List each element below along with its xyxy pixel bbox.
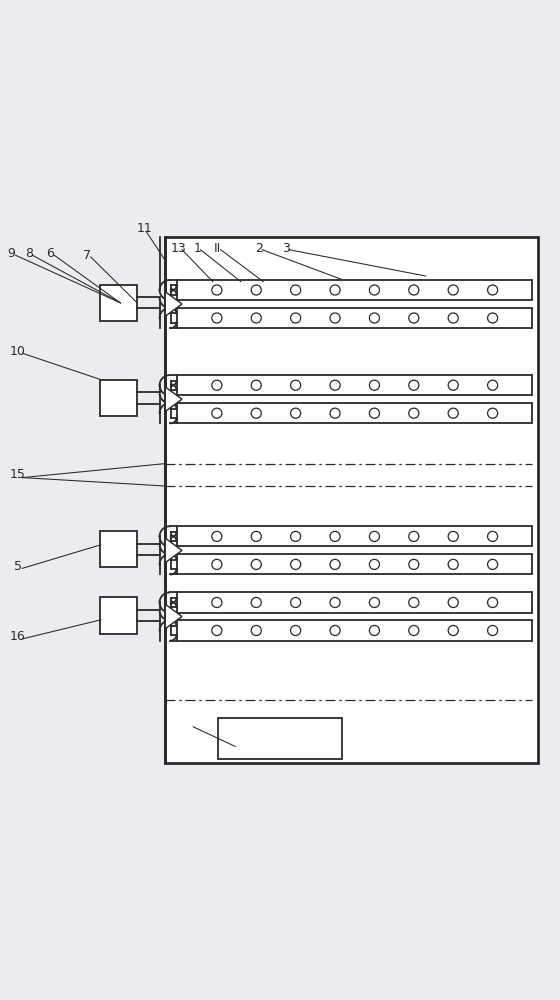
- Polygon shape: [165, 538, 182, 563]
- Bar: [178, 403, 532, 423]
- Bar: [178, 280, 532, 300]
- Bar: [178, 592, 532, 613]
- Bar: [100, 531, 137, 567]
- Bar: [100, 597, 137, 634]
- Text: 11: 11: [137, 222, 152, 235]
- Polygon shape: [165, 292, 182, 316]
- Polygon shape: [165, 604, 182, 629]
- Bar: [218, 718, 342, 759]
- Bar: [178, 375, 532, 395]
- Bar: [178, 526, 532, 546]
- Text: 16: 16: [10, 630, 26, 643]
- Bar: [178, 554, 532, 574]
- Text: 7: 7: [83, 249, 91, 262]
- Text: 10: 10: [10, 345, 26, 358]
- Bar: [100, 380, 137, 416]
- Bar: [100, 285, 137, 321]
- Text: 6: 6: [46, 247, 54, 260]
- Text: 5: 5: [14, 560, 22, 573]
- Polygon shape: [165, 387, 182, 412]
- Text: 9: 9: [7, 247, 15, 260]
- Text: 3: 3: [282, 241, 290, 254]
- Bar: [178, 308, 532, 328]
- Text: II: II: [214, 241, 221, 254]
- Bar: [165, 237, 538, 763]
- Text: 13: 13: [170, 241, 186, 254]
- Bar: [178, 620, 532, 641]
- Text: 8: 8: [25, 247, 33, 260]
- Text: 2: 2: [255, 241, 263, 254]
- Text: 1: 1: [193, 241, 201, 254]
- Text: 15: 15: [10, 468, 26, 481]
